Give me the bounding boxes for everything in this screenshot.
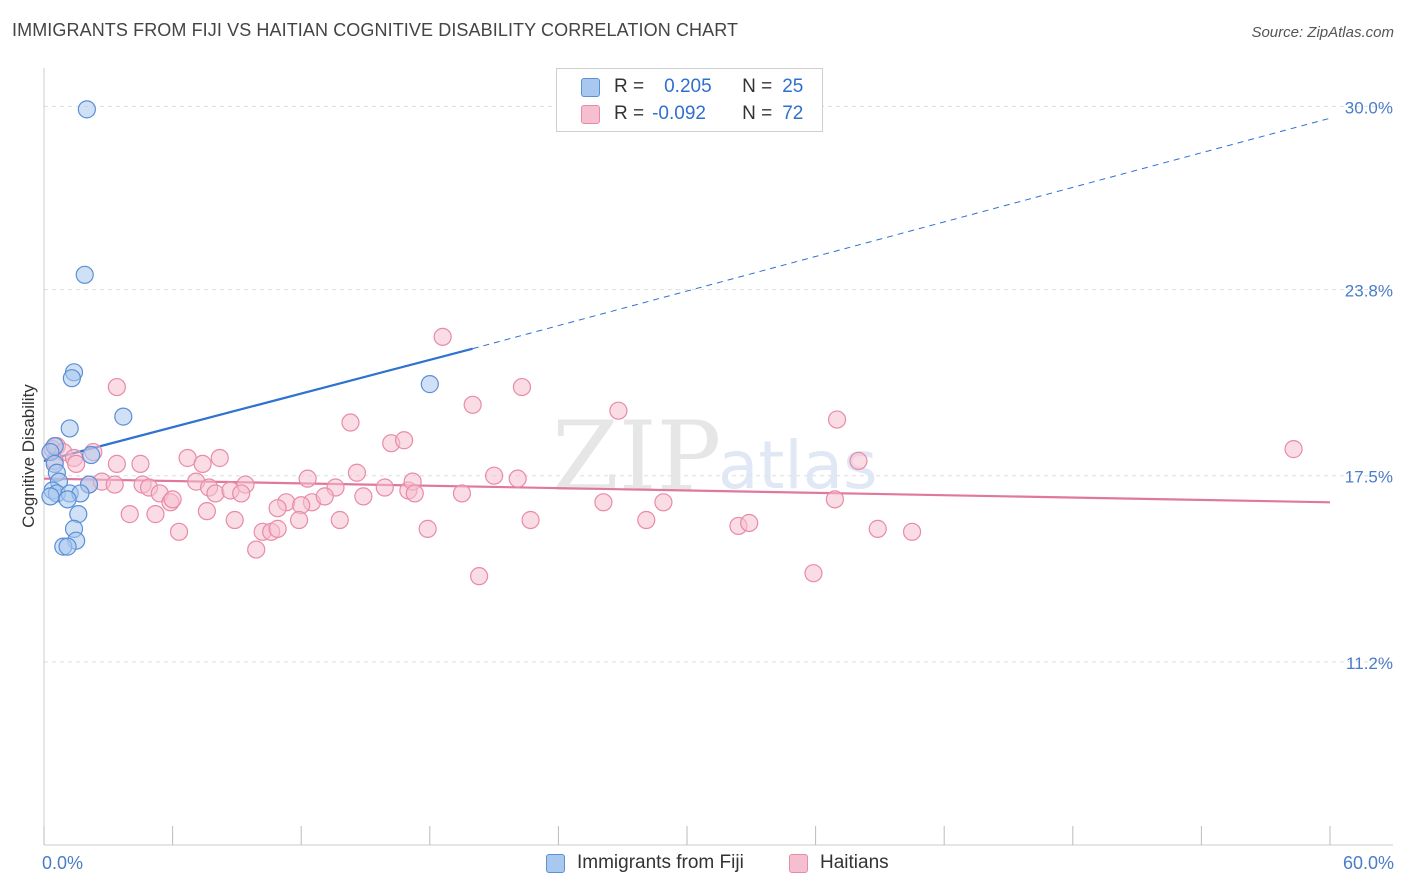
y-tick-label-2: 17.5% — [1345, 468, 1393, 487]
fiji-n-label: N = — [742, 76, 773, 97]
fiji-points — [41, 100, 439, 556]
haiti-swatch — [581, 104, 600, 124]
haiti-point-15 — [105, 475, 124, 494]
fiji-trend-extension — [472, 117, 1331, 350]
haiti-point-20 — [163, 490, 182, 509]
haiti-point-46 — [169, 522, 189, 541]
fiji-point-24 — [58, 537, 77, 556]
haiti-point-7 — [107, 377, 126, 397]
legend-row-haiti: R = -0.092 N = 72 — [581, 102, 803, 126]
haiti-point-35 — [354, 487, 373, 506]
haiti-point-65 — [521, 510, 540, 530]
y-tick-label-3: 11.2% — [1346, 654, 1393, 673]
stats-legend: R = 0.205 N = 25 R = -0.092 N = 72 — [556, 68, 823, 132]
haiti-legend-swatch — [789, 853, 808, 873]
fiji-point-5 — [114, 407, 133, 426]
fiji-trend-line — [43, 347, 473, 462]
haiti-point-41 — [120, 505, 139, 524]
haiti-point-39 — [405, 484, 424, 503]
legend-row-fiji: R = 0.205 N = 25 — [581, 75, 803, 99]
gridlines — [44, 105, 1393, 663]
fiji-n-value: 25 — [782, 76, 804, 97]
haiti-point-44 — [225, 510, 244, 530]
haiti-point-50 — [289, 510, 309, 530]
haiti-point-63 — [485, 466, 504, 485]
haiti-point-32 — [268, 499, 287, 518]
haiti-point-8 — [107, 454, 126, 473]
haiti-point-61 — [849, 451, 868, 471]
source-label: Source: ZipAtlas.com — [1251, 24, 1394, 41]
fiji-point-0 — [77, 100, 96, 119]
fiji-point-4 — [420, 375, 439, 394]
fiji-point-6 — [60, 419, 79, 438]
x-tick-label-0: 0.0% — [42, 853, 83, 873]
haiti-point-51 — [418, 519, 437, 538]
haiti-point-56 — [463, 395, 482, 414]
haiti-point-53 — [341, 413, 360, 432]
tick-labels: 30.0% 23.8% 17.5% 11.2% 0.0% 60.0% — [42, 98, 1394, 873]
y-tick-label-0: 30.0% — [1345, 98, 1393, 117]
haiti-point-12 — [210, 448, 229, 468]
fiji-point-18 — [41, 487, 60, 506]
haiti-point-71 — [825, 490, 844, 509]
haiti-point-27 — [298, 469, 317, 488]
haiti-point-43 — [197, 502, 216, 521]
haiti-point-42 — [146, 505, 165, 524]
haiti-point-57 — [512, 377, 532, 397]
haitians-points — [43, 327, 1303, 586]
haiti-point-60 — [827, 410, 847, 429]
y-tick-label-1: 23.8% — [1345, 282, 1393, 301]
fiji-legend-swatch — [546, 853, 565, 873]
haiti-point-55 — [394, 431, 414, 450]
x-tick-label-1: 60.0% — [1343, 853, 1394, 873]
fiji-point-9 — [82, 445, 101, 465]
haiti-point-68 — [654, 493, 673, 512]
haiti-point-62 — [1284, 440, 1303, 459]
haiti-point-73 — [902, 522, 922, 541]
haiti-point-64 — [508, 469, 527, 488]
haiti-point-72 — [868, 519, 887, 538]
fiji-r-value: 0.205 — [664, 76, 712, 97]
haiti-n-value: 72 — [782, 103, 804, 124]
haiti-point-52 — [247, 540, 266, 559]
fiji-point-19 — [58, 490, 77, 509]
haiti-point-11 — [193, 454, 212, 473]
haiti-r-value: -0.092 — [652, 103, 706, 124]
haiti-r-label: R = — [614, 103, 645, 124]
haiti-point-67 — [637, 510, 656, 530]
haiti-point-58 — [433, 327, 452, 346]
haiti-point-36 — [375, 478, 394, 497]
haiti-trend-line — [43, 477, 1331, 504]
haiti-point-23 — [206, 484, 225, 503]
haiti-point-9 — [131, 454, 150, 473]
fiji-swatch — [581, 77, 600, 97]
haiti-point-34 — [315, 487, 334, 506]
bottom-legend-fiji[interactable]: Immigrants from Fiji — [546, 852, 744, 874]
haiti-point-29 — [347, 463, 367, 482]
haiti-point-49 — [268, 519, 287, 538]
haiti-n-label: N = — [742, 103, 773, 124]
haiti-point-66 — [594, 493, 613, 512]
chart-title: IMMIGRANTS FROM FIJI VS HAITIAN COGNITIV… — [12, 20, 739, 40]
haiti-point-45 — [330, 510, 349, 530]
fiji-point-3 — [62, 369, 81, 388]
fiji-r-label: R = — [614, 76, 645, 97]
fiji-point-1 — [75, 265, 94, 284]
haiti-point-70 — [740, 513, 759, 533]
haiti-point-59 — [609, 401, 628, 420]
haiti-point-6 — [67, 454, 86, 473]
haiti-point-75 — [804, 564, 823, 583]
haiti-point-40 — [452, 484, 472, 503]
bottom-legend-haiti[interactable]: Haitians — [789, 852, 889, 874]
haiti-point-26 — [232, 484, 251, 503]
trend-lines — [43, 117, 1331, 504]
watermark-zip: ZIP — [552, 401, 721, 513]
fiji-legend-label: Immigrants from Fiji — [577, 852, 744, 873]
haiti-legend-label: Haitians — [820, 852, 889, 873]
y-axis-label: Cognitive Disability — [19, 384, 38, 528]
haiti-point-74 — [469, 567, 489, 586]
